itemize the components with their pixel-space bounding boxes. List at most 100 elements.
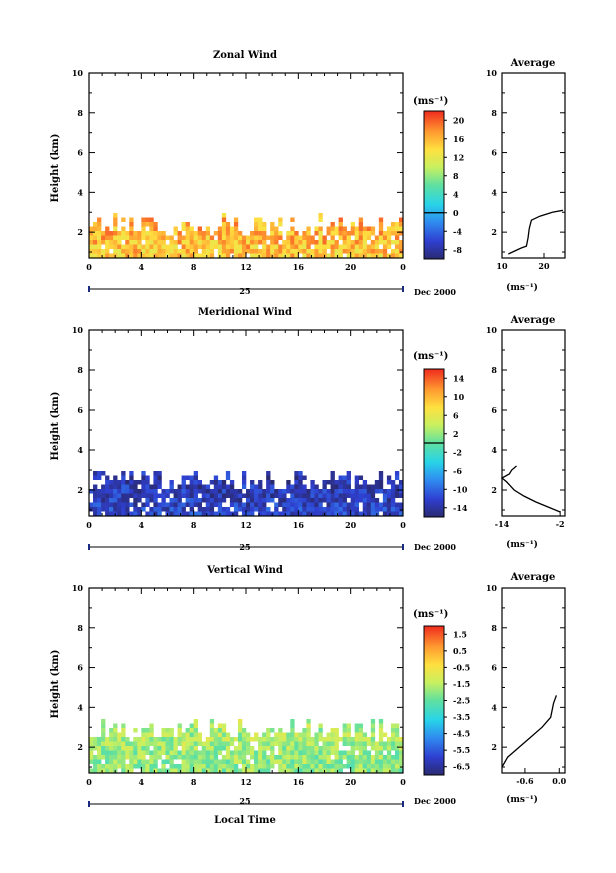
heatmap-cell <box>298 498 303 503</box>
heatmap-cell <box>318 489 323 494</box>
heatmap-cell <box>89 502 94 507</box>
heatmap-cell <box>374 746 380 751</box>
heatmap-cell <box>125 746 130 751</box>
heatmap-cell <box>378 480 384 485</box>
heatmap-cell <box>338 493 343 498</box>
heatmap-cell <box>117 240 122 245</box>
heatmap-cell <box>350 253 355 258</box>
heatmap-cell <box>193 746 198 751</box>
heatmap-cell <box>246 732 251 737</box>
heatmap-cell <box>97 507 102 512</box>
panel-title: Zonal Wind <box>213 50 277 61</box>
heatmap-cell <box>165 750 170 755</box>
heatmap-cell <box>161 741 166 746</box>
heatmap-cell <box>262 746 267 751</box>
heatmap-cell <box>306 728 311 733</box>
heatmap-cell <box>386 244 392 249</box>
heatmap-cell <box>270 484 275 489</box>
heatmap-cell <box>314 750 319 755</box>
y-tick-label: 10 <box>72 583 84 593</box>
heatmap-cell <box>129 484 134 489</box>
heatmap-cell <box>278 737 283 742</box>
heatmap-cell <box>185 768 190 773</box>
heatmap-cell <box>282 498 287 503</box>
heatmap-cell <box>306 498 311 503</box>
heatmap-cell <box>246 502 251 507</box>
heatmap-cell <box>254 484 259 489</box>
heatmap-cell <box>197 480 203 485</box>
heatmap-cell <box>294 755 299 760</box>
heatmap-cell <box>358 244 364 249</box>
heatmap-cell <box>294 732 299 737</box>
heatmap-cell <box>262 768 267 773</box>
heatmap-cell <box>346 728 351 733</box>
heatmap-cell <box>197 768 203 773</box>
heatmap-cell <box>121 480 126 485</box>
heatmap-cell <box>225 240 231 245</box>
heatmap-cell <box>274 511 279 516</box>
heatmap-cell <box>314 226 319 231</box>
heatmap-cell <box>133 502 138 507</box>
heatmap-cell <box>258 489 263 494</box>
heatmap-cell <box>282 511 287 516</box>
heatmap-cell <box>370 759 376 764</box>
heatmap-cell <box>109 737 114 742</box>
colorbar-tick-label: -4 <box>453 226 462 236</box>
heatmap-cell <box>394 507 400 512</box>
heatmap-cell <box>334 502 339 507</box>
heatmap-cell <box>390 493 396 498</box>
heatmap-cell <box>310 480 315 485</box>
x-axis-label: Local Time <box>214 815 276 826</box>
heatmap-cell <box>217 764 223 769</box>
heatmap-cell <box>338 498 343 503</box>
x-tick-label: 0 <box>400 777 406 787</box>
heatmap-cell <box>310 768 315 773</box>
heatmap-cell <box>390 728 396 733</box>
heatmap-cell <box>374 750 380 755</box>
colorbar-unit: (ms⁻¹) <box>413 609 448 620</box>
heatmap-cell <box>282 493 287 498</box>
heatmap-cell <box>133 741 138 746</box>
heatmap-cell <box>193 484 198 489</box>
heatmap-cell <box>290 750 295 755</box>
heatmap-cell <box>390 732 396 737</box>
heatmap-cell <box>266 511 271 516</box>
heatmap-cell <box>193 728 198 733</box>
heatmap-cell <box>185 249 190 254</box>
heatmap-cell <box>181 741 186 746</box>
y-tick-label: 2 <box>77 485 83 495</box>
heatmap-cell <box>278 764 283 769</box>
heatmap-cell <box>133 737 138 742</box>
heatmap-cell <box>129 244 134 249</box>
heatmap-cell <box>334 480 339 485</box>
heatmap-cell <box>117 737 122 742</box>
heatmap-cell <box>374 498 380 503</box>
heatmap-cell <box>221 723 227 728</box>
heatmap-cell <box>262 750 267 755</box>
heatmap-cell <box>109 498 114 503</box>
heatmap-cell <box>117 507 122 512</box>
heatmap-cell <box>326 253 331 258</box>
heatmap-cell <box>354 244 360 249</box>
heatmap-cell <box>217 231 223 236</box>
heatmap-cell <box>157 480 162 485</box>
heatmap-cell <box>282 253 287 258</box>
heatmap-cell <box>241 764 247 769</box>
heatmap-cell <box>270 493 275 498</box>
heatmap-cell <box>237 755 243 760</box>
heatmap-cell <box>113 235 118 240</box>
heatmap-cell <box>374 741 380 746</box>
heatmap-cell <box>274 231 279 236</box>
heatmap-cell <box>278 732 283 737</box>
heatmap-cell <box>386 737 392 742</box>
heatmap-cell <box>342 728 347 733</box>
heatmap-cell <box>370 484 376 489</box>
colorbar-tick-label: 20 <box>453 115 465 125</box>
heatmap-cell <box>258 750 263 755</box>
heatmap-cell <box>334 493 339 498</box>
heatmap-cell <box>262 764 267 769</box>
heatmap-cell <box>153 244 158 249</box>
heatmap-cell <box>394 484 400 489</box>
heatmap-cell <box>318 507 323 512</box>
heatmap-cell <box>133 493 138 498</box>
